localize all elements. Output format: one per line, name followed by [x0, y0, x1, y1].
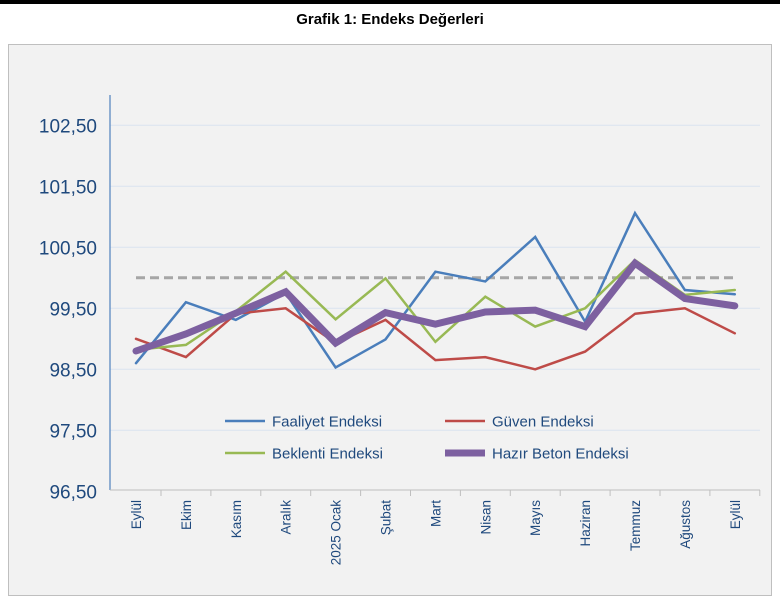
legend-label: Beklenti Endeksi: [272, 446, 383, 463]
y-tick-label: 99,50: [49, 299, 97, 320]
x-tick-label: Kasım: [229, 500, 244, 538]
x-tick-label: Aralık: [279, 500, 294, 535]
legend-label: Hazır Beton Endeksi: [492, 446, 629, 463]
x-tick-label: Mayıs: [528, 500, 543, 536]
chart-frame: [8, 44, 772, 596]
x-tick-label: 2025 Ocak: [329, 500, 344, 566]
y-tick-label: 98,50: [49, 360, 97, 381]
legend-label: Güven Endeksi: [492, 414, 594, 431]
x-tick-label: Haziran: [578, 500, 593, 547]
x-tick-label: Eylül: [728, 500, 743, 529]
series-line-0: [134, 210, 737, 370]
y-tick-label: 97,50: [49, 421, 97, 442]
y-tick-label: 102,50: [39, 116, 97, 137]
top-border: [0, 0, 780, 4]
y-tick-label: 101,50: [39, 177, 97, 198]
x-tick-label: Mart: [428, 500, 443, 527]
x-tick-label: Nisan: [478, 500, 493, 535]
x-tick-label: Eylül: [129, 500, 144, 529]
y-tick-label: 96,50: [49, 482, 97, 503]
legend-label: Faaliyet Endeksi: [272, 414, 382, 431]
x-tick-label: Ağustos: [678, 500, 693, 549]
x-tick-label: Temmuz: [628, 500, 643, 551]
x-tick-label: Ekim: [179, 500, 194, 530]
chart-title: Grafik 1: Endeks Değerleri: [296, 11, 484, 28]
y-tick-label: 100,50: [39, 238, 97, 259]
x-tick-label: Şubat: [379, 500, 394, 536]
